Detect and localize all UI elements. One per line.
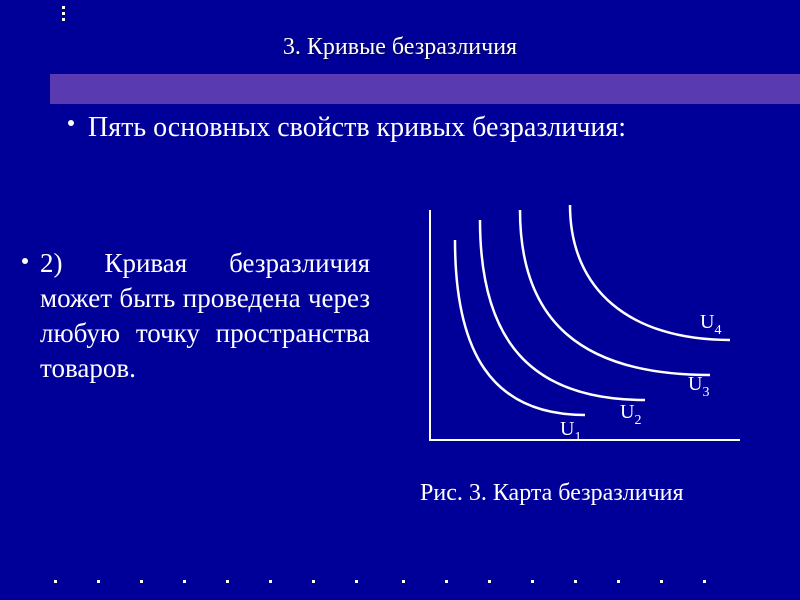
- curve-U3: [520, 210, 710, 375]
- figure-caption: Рис. 3. Карта безразличия: [420, 480, 684, 507]
- intro-text: Пять основных свойств кривых безразличия…: [88, 110, 748, 145]
- curve-label-U3: U3: [688, 373, 709, 400]
- curve-U1: [455, 240, 585, 415]
- curve-label-U2: U2: [620, 401, 641, 428]
- accent-band: [50, 74, 800, 104]
- indifference-map-chart: U1U2U3U4: [410, 200, 750, 460]
- decorative-dots-top: [62, 6, 65, 24]
- chart-svg: U1U2U3U4: [410, 200, 750, 460]
- decorative-dots-bottom: [54, 572, 754, 580]
- chart-axes: [430, 210, 740, 440]
- curve-label-U4: U4: [700, 311, 721, 338]
- body-text: 2) Кривая безразличия может быть проведе…: [40, 246, 370, 386]
- slide-title: 3. Кривые безразличия: [0, 34, 800, 61]
- body-bullet-icon: [22, 258, 28, 264]
- intro-bullet-icon: [68, 120, 74, 126]
- slide: 3. Кривые безразличия Пять основных свой…: [0, 0, 800, 600]
